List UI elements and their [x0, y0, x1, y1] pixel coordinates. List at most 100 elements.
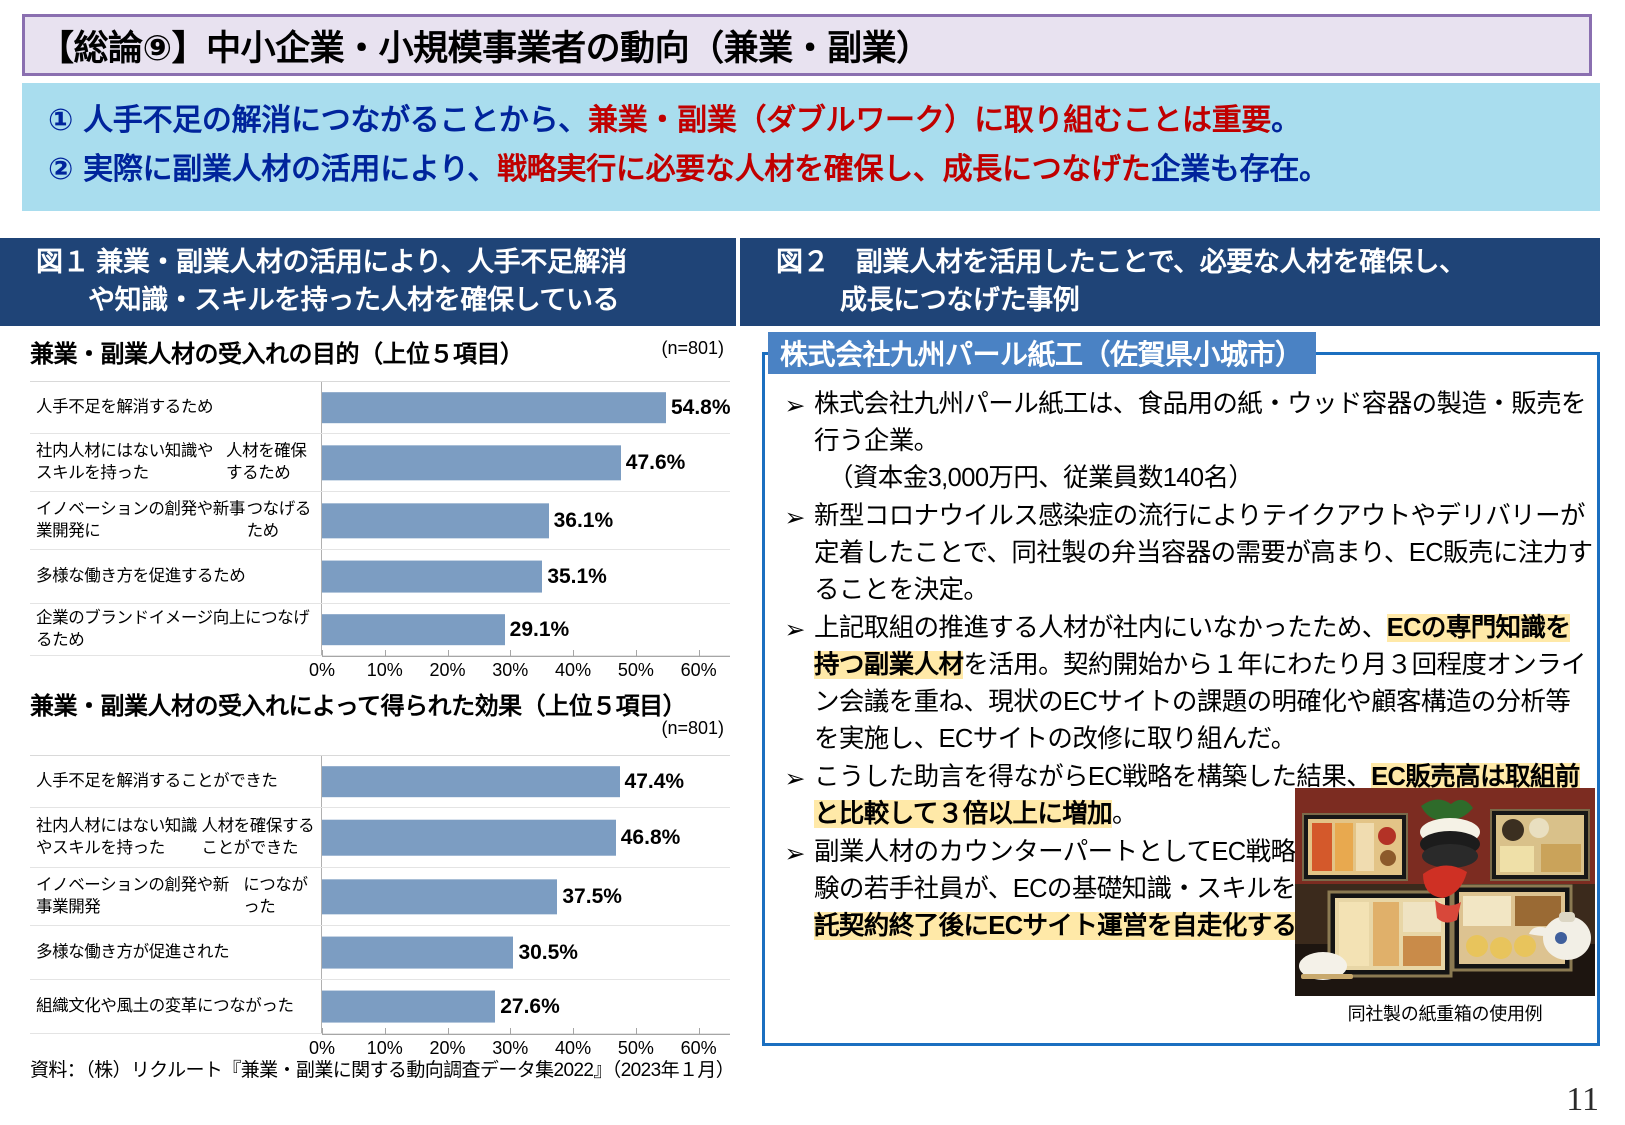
figure2-accent-bar	[740, 238, 762, 326]
chart-row-plot: 46.8%	[322, 808, 730, 867]
axis-tick-label: 0%	[308, 1038, 336, 1058]
axis-tick-label: 20%	[429, 660, 466, 680]
chart-row-plot: 30.5%	[322, 926, 730, 979]
axis-tick-label: 30%	[492, 660, 529, 680]
summary-item-2-highlight: 戦略実行に必要な人材を確保し、成長につなげた	[497, 152, 1151, 186]
chart-row: 多様な働き方を促進するため 35.1%	[30, 550, 730, 604]
axis-tick-label: 50%	[617, 1038, 654, 1058]
summary-item-1-highlight: 兼業・副業（ダブルワーク）に取り組むことは重要	[588, 104, 1272, 137]
axis-tick-label: 30%	[492, 1038, 529, 1058]
summary-item-2-number: ②	[48, 152, 74, 186]
axis-tick-label: 60%	[680, 660, 717, 680]
figure1-accent-bar	[0, 238, 22, 326]
chart-bar	[322, 819, 616, 856]
summary-item-2-pre: 実際に副業人材の活用により、	[83, 152, 498, 186]
product-photo-caption: 同社製の紙重箱の使用例	[1347, 1004, 1543, 1024]
bullet-text-segment: こうした助言を得ながらEC戦略を構築した結果、	[814, 762, 1372, 791]
chart-row: 組織文化や風土の変革につながった 27.6%	[30, 980, 730, 1034]
summary-item-1-pre: 人手不足の解消につながることから、	[83, 104, 589, 137]
chart-purpose-title: 兼業・副業人材の受入れの目的（上位５項目）	[30, 341, 524, 368]
page-title: 【総論⑨】中小企業・小規模事業者の動向（兼業・副業）	[39, 28, 931, 68]
chart-bar	[322, 391, 666, 424]
figure1-heading-line1: 図１ 兼業・副業人材の活用により、人手不足解消	[36, 247, 627, 277]
chart-row-label: 多様な働き方を促進するため	[30, 550, 322, 603]
chart-row-label: 組織文化や風土の変革につながった	[30, 980, 322, 1033]
case-bullet-text: 株式会社九州パール紙工は、食品用の紙・ウッド容器の製造・販売を行う企業。 （資本金…	[814, 386, 1594, 497]
chart-purpose: 兼業・副業人材の受入れの目的（上位５項目） (n=801) 人手不足を解消するた…	[30, 334, 731, 687]
chart-row: 企業のブランドイメージ向上につなげるため 29.1%	[30, 604, 730, 656]
company-name-banner: 株式会社九州パール紙工（佐賀県小城市）	[768, 332, 1316, 374]
axis-tick	[510, 1028, 512, 1035]
summary-item-2-post: 企業も存在。	[1150, 152, 1330, 186]
chart-purpose-xaxis: 0% 10% 20% 30% 40% 50% 60%	[309, 650, 730, 687]
chart-row-plot: 54.8%	[322, 382, 731, 433]
axis-tick	[322, 650, 323, 657]
case-bullet-text: 上記取組の推進する人材が社内にいなかったため、ECの専門知識を持つ副業人材を活用…	[814, 610, 1594, 758]
axis-tick-label: 60%	[680, 1038, 717, 1058]
chart-row: 人手不足を解消するため 54.8%	[30, 382, 731, 434]
chart-bar	[322, 990, 496, 1023]
axis-tick	[510, 650, 512, 657]
chart-effects: 兼業・副業人材の受入れによって得られた効果（上位５項目） (n=801) 人手不…	[30, 686, 730, 1065]
bullet-text-segment: 株式会社九州パール紙工は、食品用の紙・ウッド容器の製造・販売を行う企業。	[814, 390, 1587, 455]
axis-tick-label: 10%	[366, 1038, 403, 1058]
chart-row: イノベーションの創発や新事業開発に つなげるため 36.1%	[30, 492, 730, 550]
figure1-heading: 図１ 兼業・副業人材の活用により、人手不足解消 や知識・スキルを持った人材を確保…	[22, 238, 736, 326]
osechi-box-photo-illustration	[1295, 788, 1595, 996]
bullet-text-segment: 。	[1112, 799, 1138, 828]
product-photo	[1295, 788, 1595, 996]
axis-tick	[384, 650, 386, 657]
bullet-text-segment: 新型コロナウイルス感染症の流行によりテイクアウトやデリバリーが定着したことで、同…	[814, 501, 1593, 604]
chart-effects-plot: 人手不足を解消することができた 47.4% 社内人材にはない知識やスキルを持った 人材…	[30, 755, 730, 1065]
chart-bar	[322, 936, 514, 969]
bullet-arrow-icon: ➢	[784, 839, 806, 868]
axis-tick-label: 20%	[429, 1038, 466, 1058]
chart-bar	[322, 560, 543, 593]
figure2-heading: 図２ 副業人材を活用したことで、必要な人材を確保し、 成長につなげた事例	[762, 238, 1600, 326]
axis-tick	[635, 650, 637, 657]
chart-row: イノベーションの創発や新事業開発 につながった 37.5%	[30, 868, 730, 926]
figure1-heading-line2: や知識・スキルを持った人材を確保している	[88, 285, 620, 316]
figure1-source-note: 資料：（株）リクルート『兼業・副業に関する動向調査データ集2022』（2023年…	[30, 1060, 735, 1081]
axis-tick	[322, 1028, 323, 1035]
axis-tick-label: 10%	[366, 660, 403, 680]
bullet-arrow-icon: ➢	[784, 615, 806, 644]
chart-row-plot: 37.5%	[322, 868, 730, 925]
bullet-subtext: （資本金3,000万円、従業員数140名）	[828, 463, 1254, 492]
chart-bar-value: 47.6%	[625, 450, 686, 474]
chart-row-label: 社内人材にはない知識やスキルを持った 人材を確保することができた	[30, 808, 322, 867]
summary-item-1-post: 。	[1271, 104, 1301, 137]
chart-row: 社内人材にはない知識やスキルを持った 人材を確保するため 47.6%	[30, 434, 730, 492]
chart-row-plot: 29.1%	[322, 604, 730, 655]
summary-item-1-number: ①	[48, 104, 74, 137]
chart-row-plot: 47.6%	[322, 434, 730, 491]
chart-purpose-plot: 人手不足を解消するため 54.8% 社内人材にはない知識やスキルを持った 人材を確保す…	[30, 381, 731, 687]
chart-bar-value: 46.8%	[620, 825, 681, 849]
slide-title-bar: 【総論⑨】中小企業・小規模事業者の動向（兼業・副業）	[22, 14, 1592, 76]
axis-tick	[447, 650, 449, 657]
axis-tick-label: 40%	[555, 1038, 592, 1058]
chart-row-label: イノベーションの創発や新事業開発 につながった	[30, 868, 322, 925]
axis-tick	[698, 650, 700, 657]
page-number: 11	[1566, 1081, 1599, 1118]
chart-row: 社内人材にはない知識やスキルを持った 人材を確保することができた 46.8%	[30, 808, 730, 868]
axis-tick	[573, 650, 575, 657]
chart-row-label: 人手不足を解消するため	[30, 382, 322, 433]
chart-row-label: 人手不足を解消することができた	[30, 756, 322, 807]
chart-purpose-n: (n=801)	[661, 338, 724, 358]
chart-bar-value: 36.1%	[553, 508, 614, 532]
axis-tick	[635, 1028, 637, 1035]
chart-row-label: 社内人材にはない知識やスキルを持った 人材を確保するため	[30, 434, 322, 491]
chart-bar	[322, 765, 620, 798]
chart-row: 多様な働き方が促進された 30.5%	[30, 926, 730, 980]
chart-bar-value: 30.5%	[518, 940, 578, 964]
figure2-heading-line1: 図２ 副業人材を活用したことで、必要な人材を確保し、	[776, 247, 1466, 277]
chart-effects-n: (n=801)	[661, 718, 724, 738]
bullet-arrow-icon: ➢	[784, 764, 806, 793]
case-bullet-text: 新型コロナウイルス感染症の流行によりテイクアウトやデリバリーが定着したことで、同…	[814, 498, 1594, 609]
axis-tick-label: 0%	[308, 660, 336, 680]
bullet-text-segment: 上記取組の推進する人材が社内にいなかったため、	[814, 613, 1387, 642]
chart-row-label: 企業のブランドイメージ向上につなげるため	[30, 604, 322, 655]
axis-tick	[384, 1028, 386, 1035]
bullet-arrow-icon: ➢	[784, 392, 806, 420]
